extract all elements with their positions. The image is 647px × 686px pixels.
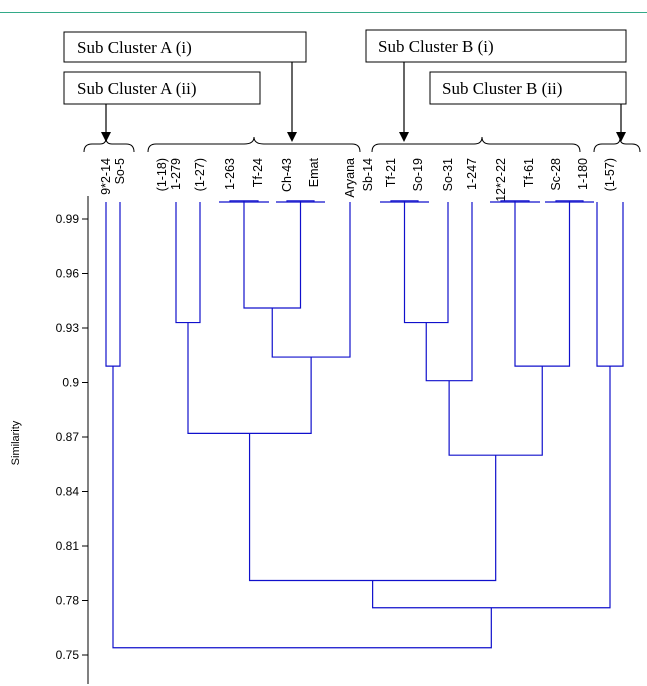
cluster-box-b-ii bbox=[429, 71, 627, 105]
arrow-b-ii bbox=[616, 104, 626, 142]
cluster-text-b-ii: Sub Cluster B (ii) bbox=[442, 79, 562, 98]
leaf-label: Tf-24 bbox=[251, 158, 265, 187]
dendrogram-link bbox=[187, 322, 312, 434]
leaf-label: Sc-28 bbox=[549, 158, 563, 191]
dendrogram-link bbox=[403, 200, 449, 324]
cluster-label-b-i: Sub Cluster B (i) bbox=[365, 29, 627, 63]
dendrogram-link bbox=[243, 200, 302, 309]
y-tick-label: 0.87 bbox=[56, 430, 80, 444]
brace-b-ii bbox=[593, 137, 641, 153]
leaf-label: Tf-61 bbox=[522, 158, 536, 187]
y-tick-label: 0.78 bbox=[56, 594, 80, 608]
cluster-text-a-i: Sub Cluster A (i) bbox=[77, 38, 192, 57]
y-tick-label: 0.84 bbox=[56, 485, 80, 499]
leaf-label: Tf-21 bbox=[384, 158, 398, 187]
dendrogram-link bbox=[425, 202, 473, 382]
leaf-label: 12*2-22 bbox=[494, 158, 508, 202]
y-tick-label: 0.75 bbox=[56, 648, 80, 662]
cluster-box-a-ii bbox=[63, 71, 261, 105]
leaf-label: Sb-14 bbox=[361, 158, 375, 191]
y-axis-title: Similarity bbox=[10, 420, 22, 465]
leaf-labels: 9*2-14 So-5 (1-18) 1-279 (1-27) 1-263 Tf-24 Ch-… bbox=[99, 157, 617, 201]
y-ticks: 0.99 0.96 0.93 0.9 0.87 0.84 0.81 0.78 0.75 bbox=[56, 212, 88, 662]
dendrogram-link bbox=[372, 366, 611, 609]
y-tick-label: 0.9 bbox=[62, 376, 79, 390]
cluster-text-b-i: Sub Cluster B (i) bbox=[378, 37, 494, 56]
leaf-label: So-31 bbox=[441, 158, 455, 191]
brace-a-i bbox=[147, 136, 361, 153]
leaf-label: 1-279 bbox=[169, 158, 183, 190]
y-tick-label: 0.99 bbox=[56, 212, 80, 226]
y-tick-label: 0.96 bbox=[56, 267, 80, 281]
dendrogram-link bbox=[448, 366, 543, 456]
dendrogram-link bbox=[112, 366, 492, 649]
leaf-label: 1-180 bbox=[576, 158, 590, 190]
leaf-label: Ch-43 bbox=[280, 158, 294, 192]
leaf-label: (1-57) bbox=[603, 158, 617, 191]
cluster-label-a-i: Sub Cluster A (i) bbox=[63, 31, 307, 63]
dendrogram-link bbox=[596, 202, 624, 367]
cluster-label-b-ii: Sub Cluster B (ii) bbox=[429, 71, 627, 105]
leaf-label: (1-18) bbox=[155, 158, 169, 191]
dendrogram-link bbox=[105, 202, 121, 367]
leaf-label: So-19 bbox=[411, 158, 425, 191]
cluster-box-a-i bbox=[63, 31, 307, 63]
y-tick-label: 0.93 bbox=[56, 321, 80, 335]
arrow-a-i bbox=[287, 62, 297, 142]
dendrogram-link bbox=[271, 202, 351, 358]
leaf-label: 1-247 bbox=[465, 158, 479, 190]
y-tick-label: 0.81 bbox=[56, 539, 80, 553]
leaf-label: (1-27) bbox=[193, 158, 207, 191]
arrow-b-i bbox=[399, 62, 409, 142]
brace-a-ii bbox=[83, 137, 135, 153]
leaf-label: Emat bbox=[307, 157, 321, 187]
dendrogram-link bbox=[175, 202, 201, 324]
brace-b-i bbox=[371, 136, 581, 153]
cluster-label-a-ii: Sub Cluster A (ii) bbox=[63, 71, 261, 105]
arrow-a-ii bbox=[101, 104, 111, 142]
leaf-label: Aryana bbox=[343, 158, 357, 198]
cluster-text-a-ii: Sub Cluster A (ii) bbox=[77, 79, 196, 98]
dendrogram-links bbox=[105, 200, 624, 649]
leaf-label: 9*2-14 bbox=[99, 158, 113, 195]
leaf-label: 1-263 bbox=[223, 158, 237, 190]
leaf-label: So-5 bbox=[113, 158, 127, 184]
top-divider-line bbox=[0, 12, 647, 13]
dendrogram-link bbox=[514, 200, 571, 367]
cluster-box-b-i bbox=[365, 29, 627, 63]
